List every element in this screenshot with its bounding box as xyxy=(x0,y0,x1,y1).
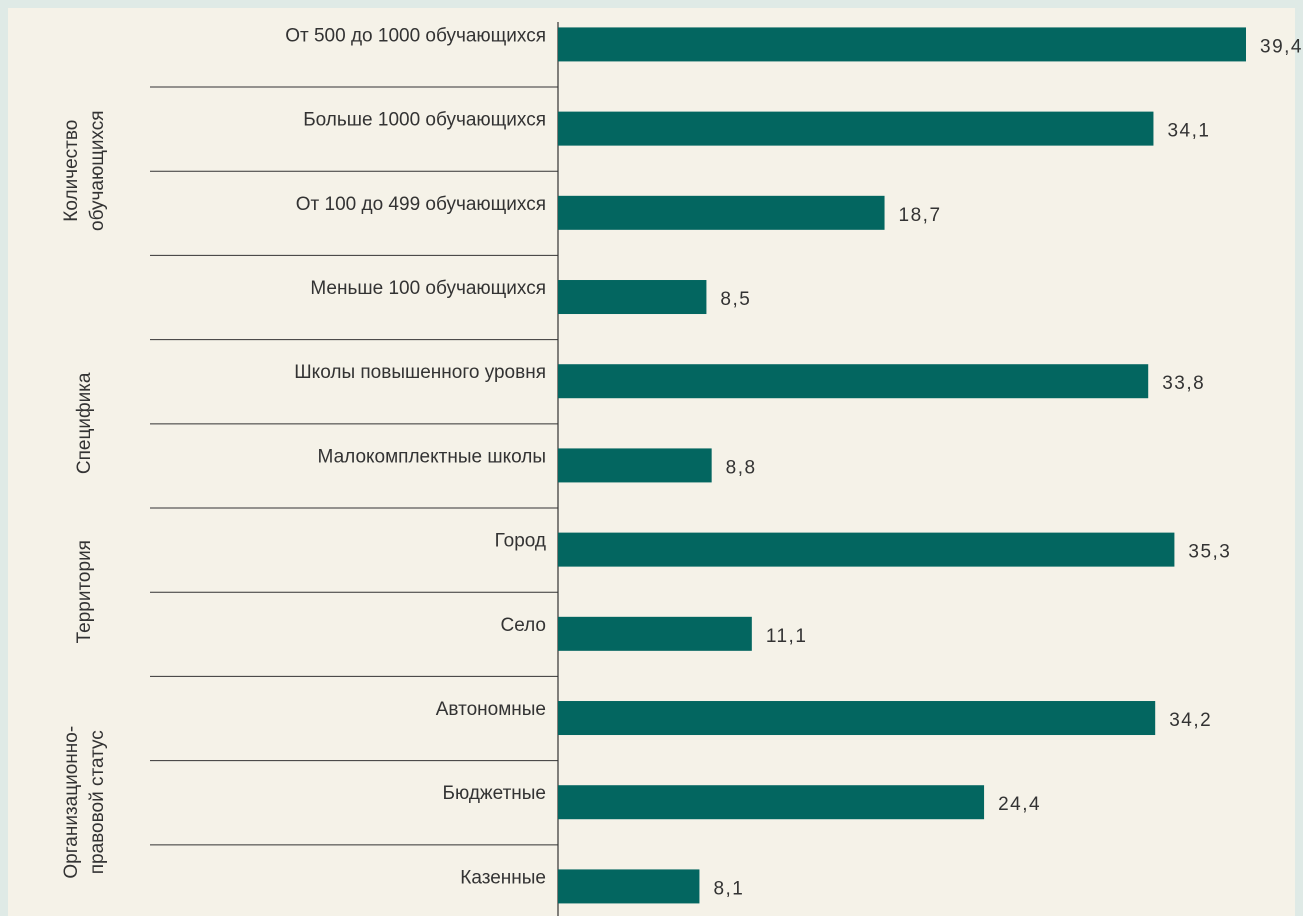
group-label: правовой статус xyxy=(87,730,108,874)
value-label: 35,3 xyxy=(1188,542,1231,563)
bar xyxy=(558,195,885,230)
category-label: От 100 до 499 обучающихся xyxy=(296,194,546,215)
category-label: Малокомплектные школы xyxy=(318,446,546,467)
value-label: 24,4 xyxy=(998,794,1041,815)
group-label: Количество xyxy=(61,120,82,222)
value-label: 39,4 xyxy=(1260,36,1303,57)
value-label: 8,5 xyxy=(720,289,751,310)
bar xyxy=(558,869,700,904)
bar xyxy=(558,27,1246,62)
category-label: Автономные xyxy=(436,699,546,720)
category-label: Казенные xyxy=(460,867,546,888)
group-label: обучающихся xyxy=(87,110,108,231)
group-label: Организационно- xyxy=(61,726,82,879)
category-label: Меньше 100 обучающихся xyxy=(310,278,546,299)
value-label: 18,7 xyxy=(899,205,942,226)
bar xyxy=(558,701,1156,736)
bar xyxy=(558,448,712,483)
value-label: 11,1 xyxy=(766,626,808,647)
bar xyxy=(558,364,1149,399)
category-label: Бюджетные xyxy=(443,783,546,804)
category-label: Село xyxy=(500,615,546,636)
value-label: 34,1 xyxy=(1167,121,1210,142)
bar xyxy=(558,280,707,315)
category-label: Школы повышенного уровня xyxy=(294,362,546,383)
bar xyxy=(558,616,752,651)
category-label: Больше 1000 обучающихся xyxy=(303,110,546,131)
value-label: 8,8 xyxy=(726,457,757,478)
bar xyxy=(558,532,1175,567)
bar xyxy=(558,111,1154,146)
bar xyxy=(558,785,985,820)
value-label: 33,8 xyxy=(1162,373,1205,394)
category-label: От 500 до 1000 обучающихся xyxy=(285,25,546,46)
category-label: Город xyxy=(495,531,546,552)
group-label: Территория xyxy=(74,540,95,643)
value-label: 8,1 xyxy=(713,878,744,899)
value-label: 34,2 xyxy=(1169,710,1212,731)
group-label: Специфика xyxy=(74,372,95,474)
